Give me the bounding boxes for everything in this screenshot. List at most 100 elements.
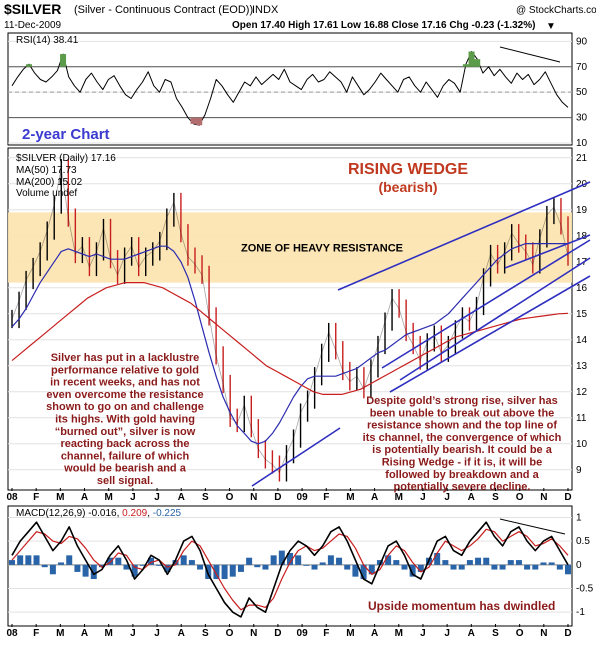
annotation-left-line: performance relative to gold (51, 364, 199, 376)
macd-histogram-bar (197, 564, 204, 570)
macd-histogram-bar (74, 564, 81, 572)
macd-histogram-bar (409, 564, 416, 577)
rsi-panel-frame (7, 32, 573, 146)
x-tick-label: D (564, 628, 571, 639)
x-tick-label: O (516, 628, 524, 639)
x-tick-label: J (420, 628, 426, 639)
macd-histogram-bar (82, 564, 89, 577)
y-tick-label: 13 (576, 361, 588, 372)
macd-histogram-bar (532, 564, 539, 570)
macd-histogram-bar (262, 564, 269, 570)
macd-histogram-bar (115, 557, 122, 565)
x-tick-label: A (468, 492, 475, 503)
annotation-left-line: channel, failure of which (61, 450, 190, 462)
macd-histogram-bar (507, 560, 514, 565)
macd-histogram-bar (524, 564, 531, 570)
x-tick-label: D (274, 628, 281, 639)
macd-histogram-bar (466, 560, 473, 565)
ohlc-readout: Open 17.40 High 17.61 Low 16.88 Close 17… (232, 20, 535, 31)
x-tick-label: S (492, 492, 499, 503)
y-tick-label: 12 (576, 387, 588, 398)
x-tick-label: N (250, 628, 257, 639)
y-tick-label: 10 (576, 439, 588, 450)
macd-histogram-bar (327, 555, 334, 565)
macd-histogram-bar (483, 557, 490, 565)
x-tick-label: M (346, 628, 354, 639)
x-tick-label: O (516, 492, 524, 503)
x-tick-label: A (81, 492, 88, 503)
rsi-overbought-fill (468, 51, 475, 67)
annotation-right-line: potentially severe decline. (394, 481, 531, 493)
macd-histogram-bar (156, 564, 163, 566)
macd-histogram-bar (393, 560, 400, 565)
macd-histogram-bar (311, 564, 318, 570)
x-tick-label: O (226, 492, 234, 503)
macd-histogram-bar (180, 555, 187, 565)
annotation-left-line: Silver has put in a lacklustre (51, 352, 200, 364)
x-tick-label: M (395, 628, 403, 639)
price-legend-volume: Volume undef (16, 188, 77, 199)
macd-histogram-bar (360, 564, 367, 580)
wedge-trendline (337, 181, 591, 291)
macd-histogram-bar (368, 564, 375, 575)
x-tick-label: F (33, 492, 39, 503)
exchange-label: INDX (252, 4, 279, 16)
macd-histogram-bar (123, 564, 130, 570)
y-tick-label: 20 (576, 179, 588, 190)
annotation-right-line: been unable to break out above the (370, 407, 555, 419)
macd-histogram-bar (417, 564, 424, 572)
y-tick-label: -0.5 (576, 583, 594, 594)
y-tick-label: 21 (576, 153, 588, 164)
x-tick-label: A (371, 628, 378, 639)
macd-histogram-bar (229, 564, 236, 577)
macd-histogram-bar (148, 557, 154, 565)
x-tick-label: 09 (297, 492, 309, 503)
macd-histogram-bar (434, 552, 441, 565)
x-tick-label: S (202, 492, 209, 503)
macd-divergence-line (499, 518, 566, 535)
x-tick-label: D (564, 492, 571, 503)
macd-histogram-bar (25, 555, 32, 565)
macd-histogram-bar (172, 560, 179, 565)
y-tick-label: 9 (576, 465, 582, 476)
price-panel: 9 10 11 12 13 14 15 16 17 18 19 20 21 ZONE OF HEAVY R… (8, 153, 591, 493)
two-year-label: 2-year Chart (22, 126, 110, 143)
macd-histogram-bar (188, 560, 195, 565)
macd-histogram-bar (58, 562, 65, 565)
wedge-trendline (389, 275, 591, 393)
macd-histogram-bar (303, 564, 310, 566)
x-tick-label: A (178, 492, 185, 503)
macd-annotation: Upside momentum has dwindled (368, 599, 555, 613)
wedge-trendline (251, 427, 341, 487)
down-arrow-icon: ▼ (546, 21, 556, 32)
macd-histogram-bar (352, 564, 359, 577)
rsi-oversold-fill (190, 117, 197, 124)
annotation-left-line: in recent weeks, and has not (50, 377, 200, 389)
macd-histogram-bar (98, 564, 105, 568)
y-tick-label: 90 (576, 36, 588, 47)
macd-histogram-bar (237, 564, 244, 572)
macd-histogram-bar (287, 552, 293, 565)
macd-histogram-bar (336, 557, 343, 565)
rsi-overbought-fill (60, 54, 67, 67)
symbol-name: (Silver - Continuous Contract (EOD)) (74, 4, 253, 16)
y-tick-label: 1 (576, 512, 582, 523)
wedge-trendline (399, 257, 591, 381)
macd-line (11, 521, 569, 618)
y-tick-label: 0 (576, 560, 582, 571)
copyright: @ StockCharts.com (516, 5, 596, 16)
pattern-title: RISING WEDGE (348, 161, 468, 178)
y-tick-label: 17 (576, 257, 588, 268)
macd-histogram-bar (33, 555, 40, 565)
macd-histogram-bar (270, 555, 277, 565)
macd-histogram-bar (565, 564, 571, 575)
x-tick-label: N (540, 492, 547, 503)
macd-panel: -1 -0.5 0 0.5 1 (8, 512, 594, 618)
macd-histogram-bar (221, 564, 228, 580)
x-tick-label: J (420, 492, 426, 503)
x-tick-label: 08 (6, 492, 18, 503)
x-tick-label: 09 (297, 628, 309, 639)
x-tick-label: S (202, 628, 209, 639)
x-tick-label: M (56, 492, 64, 503)
